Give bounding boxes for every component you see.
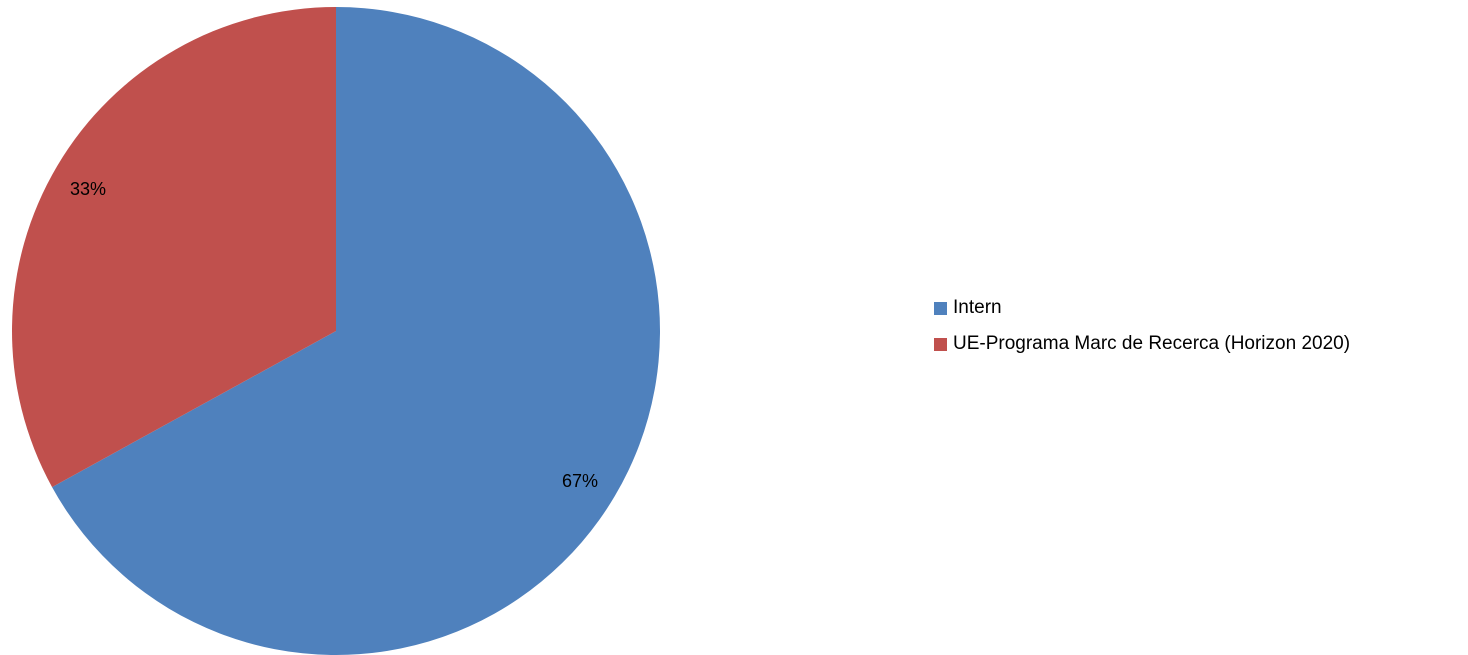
legend-swatch-intern — [934, 301, 947, 315]
legend-label-horizon-2020: UE-Programa Marc de Recerca (Horizon 202… — [953, 333, 1351, 354]
legend-item-horizon-2020: UE-Programa Marc de Recerca (Horizon 202… — [934, 332, 1350, 356]
pie-slice-horizon-2020 — [12, 7, 337, 488]
pie-slice-intern — [52, 7, 660, 655]
legend-item-intern: Intern — [934, 296, 1350, 320]
slice-label-horizon-2020: 33% — [70, 179, 106, 199]
legend-swatch-horizon-2020 — [934, 337, 947, 351]
pie-slices — [12, 7, 660, 655]
slice-label-intern: 67% — [562, 471, 598, 491]
legend-label-intern: Intern — [953, 297, 1002, 318]
slice-labels: 67% 33% — [70, 179, 598, 491]
legend: Intern UE-Programa Marc de Recerca (Hori… — [934, 296, 1350, 356]
